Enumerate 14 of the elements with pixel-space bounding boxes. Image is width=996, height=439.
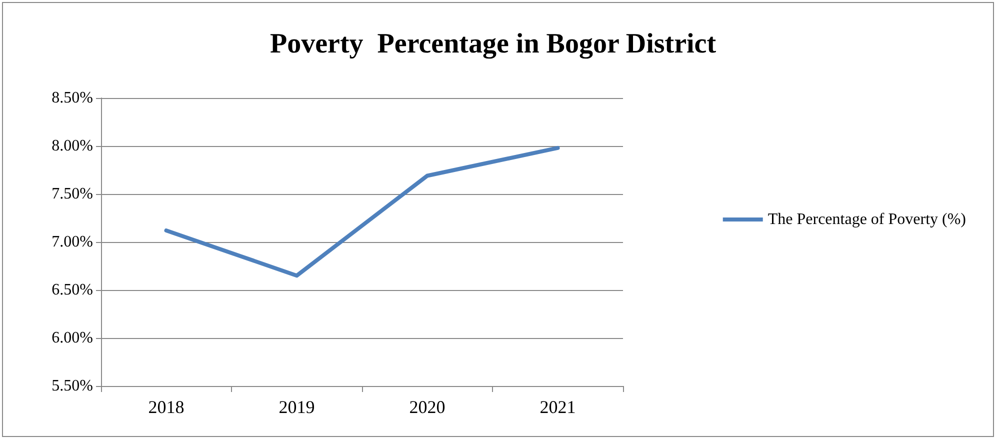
line-series <box>164 146 560 278</box>
x-tick-label: 2021 <box>540 397 576 417</box>
legend-label: The Percentage of Poverty (%) <box>768 211 966 228</box>
x-tick-label: 2019 <box>278 397 315 417</box>
x-tick-label: 2018 <box>148 397 184 417</box>
y-tick-label: 6.50% <box>52 282 93 298</box>
y-tick-label: 7.00% <box>52 234 93 250</box>
y-tick-label: 7.50% <box>52 186 93 202</box>
y-tick-label: 8.00% <box>52 138 93 154</box>
chart-title: Poverty Percentage in Bogor District <box>270 28 717 60</box>
x-tick-label: 2020 <box>409 397 446 417</box>
y-tick-label: 6.00% <box>52 330 93 346</box>
y-tick-label: 5.50% <box>52 378 93 394</box>
y-tick-label: 8.50% <box>52 90 93 106</box>
